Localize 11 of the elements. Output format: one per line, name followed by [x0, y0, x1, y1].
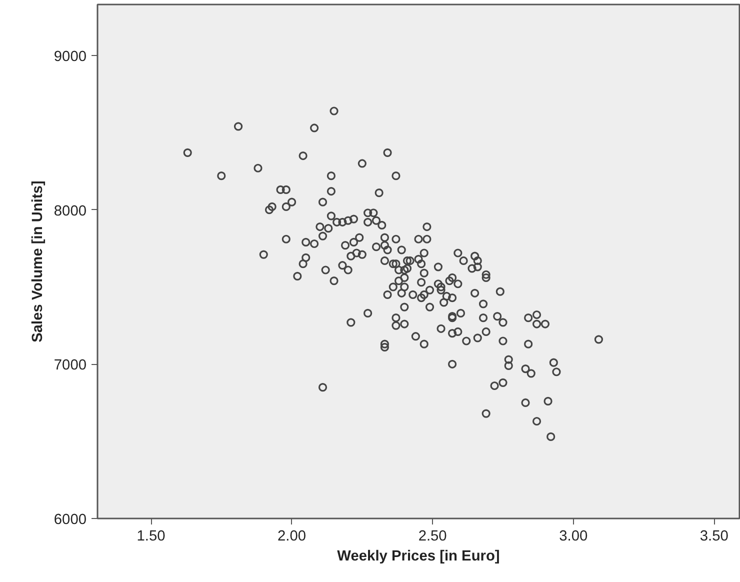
y-axis-title: Sales Volume [in Units] [30, 180, 46, 342]
x-tick-label: 3.00 [559, 528, 588, 544]
x-axis-title: Weekly Prices [in Euro] [337, 548, 500, 564]
y-tick-label: 8000 [54, 203, 87, 220]
y-tick-label: 9000 [54, 48, 87, 65]
x-tick-label: 2.50 [418, 528, 447, 544]
x-tick-label: 3.50 [700, 528, 728, 544]
y-tick-label: 6000 [54, 512, 87, 528]
y-tick-label: 7000 [54, 358, 87, 374]
x-tick-label: 2.00 [278, 528, 306, 544]
x-tick-label: 1.50 [136, 528, 166, 544]
